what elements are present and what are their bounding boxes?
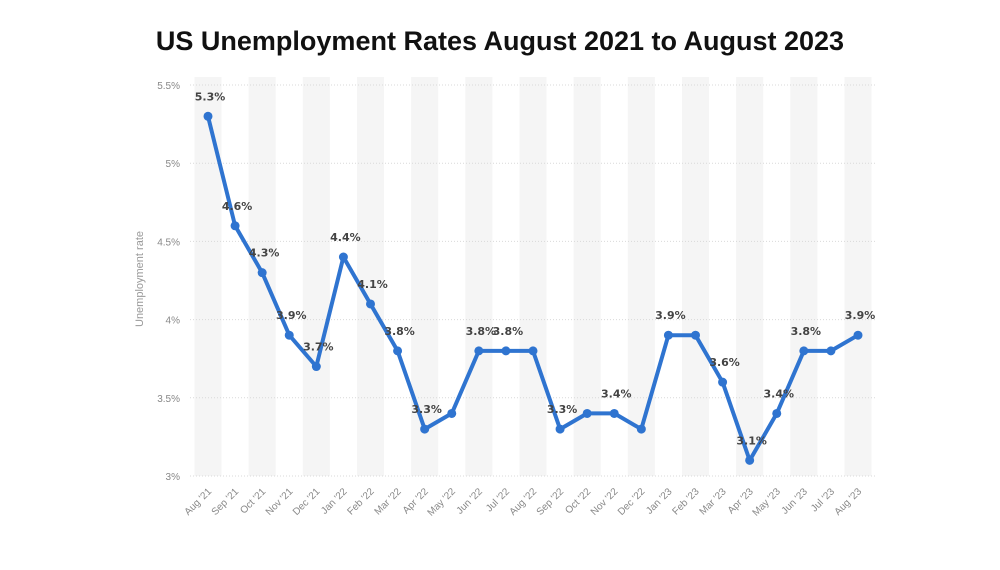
y-tick-label: 5.5% [157, 81, 180, 92]
data-point [826, 346, 836, 356]
x-tick-label: Dec '22 [616, 486, 648, 518]
data-point [366, 299, 375, 309]
data-label: 3.8% [384, 325, 415, 338]
x-tick-label: May '22 [426, 486, 459, 519]
data-point [257, 268, 267, 278]
data-point [230, 221, 240, 231]
grid-lines [190, 84, 876, 477]
x-tick-label: Jun '22 [455, 486, 486, 517]
column-band [627, 77, 655, 476]
data-label: 4.6% [222, 200, 253, 213]
data-point [555, 424, 565, 434]
column-band [736, 77, 764, 476]
data-point [799, 346, 809, 356]
data-point [338, 252, 348, 262]
data-point [311, 362, 321, 372]
data-label: 3.4% [763, 387, 794, 400]
x-tick-label: Oct '22 [563, 486, 593, 516]
data-point [663, 330, 673, 340]
x-tick-label: Jun '23 [780, 486, 811, 517]
data-label: 3.4% [601, 387, 632, 400]
y-tick-label: 4.5% [157, 237, 180, 248]
data-label: 4.3% [249, 247, 280, 260]
column-band [681, 77, 710, 476]
data-label: 3.6% [709, 356, 740, 369]
data-point [772, 408, 782, 418]
x-tick-label: Oct '21 [238, 486, 268, 516]
x-tick-label: Sep '22 [535, 486, 567, 518]
column-band [844, 77, 872, 476]
data-label: 3.1% [736, 434, 767, 447]
x-tick-label: Dec '21 [291, 486, 323, 518]
data-point [501, 346, 511, 356]
data-point [853, 330, 863, 340]
data-label: 3.9% [655, 309, 686, 322]
data-point [203, 111, 213, 121]
data-label: 3.8% [466, 325, 497, 338]
data-label: 3.3% [547, 403, 578, 416]
data-point [718, 377, 728, 387]
data-points [203, 111, 863, 465]
data-point [691, 330, 700, 340]
y-axis-ticks: 3% 3.5% 4% 4.5% 5% 5.5% [157, 81, 180, 483]
data-label: 3.8% [493, 325, 524, 338]
y-tick-label: 5% [166, 159, 181, 170]
data-label: 3.9% [845, 309, 876, 322]
column-band [194, 77, 222, 476]
data-point [284, 330, 294, 340]
data-label: 4.4% [330, 231, 361, 244]
data-point [393, 346, 403, 356]
x-tick-label: Jan '23 [644, 486, 675, 517]
data-point [636, 424, 646, 434]
data-labels: 5.3% 4.6% 4.3% 3.9% 3.7% 4.4% 4.1% 3.8% 3.3% 3.8%… [195, 90, 876, 447]
y-axis-label: Unemployment rate [134, 231, 146, 327]
column-band [465, 77, 493, 476]
data-point [745, 455, 755, 465]
x-tick-label: Nov '21 [264, 486, 296, 518]
y-tick-label: 4% [166, 316, 181, 327]
data-point [474, 346, 484, 356]
x-tick-label: Sep '21 [210, 486, 242, 518]
x-tick-label: Mar '23 [698, 486, 729, 517]
y-tick-label: 3.5% [157, 394, 180, 405]
x-tick-label: Feb '23 [670, 486, 701, 517]
x-tick-label: Mar '22 [373, 486, 404, 517]
x-tick-label: Aug '21 [183, 486, 215, 518]
x-tick-label: Nov '22 [589, 486, 621, 518]
data-point [582, 408, 592, 418]
column-band [519, 77, 547, 476]
x-tick-label: Feb '22 [345, 486, 376, 517]
column-band [356, 77, 385, 476]
chart-title: US Unemployment Rates August 2021 to Aug… [155, 26, 845, 56]
data-label: 5.3% [195, 90, 226, 103]
data-point [609, 408, 619, 418]
data-label: 3.7% [303, 341, 334, 354]
data-label: 3.8% [791, 325, 822, 338]
data-point [420, 424, 430, 434]
column-band [790, 77, 818, 476]
data-label: 4.1% [357, 278, 388, 291]
x-tick-label: Aug '22 [508, 486, 540, 518]
data-label: 3.9% [276, 309, 307, 322]
data-label: 3.3% [411, 403, 442, 416]
x-tick-label: Jan '22 [319, 486, 350, 517]
data-point [528, 346, 538, 356]
column-band [411, 77, 439, 476]
y-tick-label: 3% [166, 472, 181, 483]
column-bands [194, 77, 872, 476]
column-band [302, 77, 330, 476]
x-tick-label: Aug '23 [833, 486, 865, 518]
data-point [447, 408, 457, 418]
x-tick-label: May '23 [751, 486, 784, 519]
